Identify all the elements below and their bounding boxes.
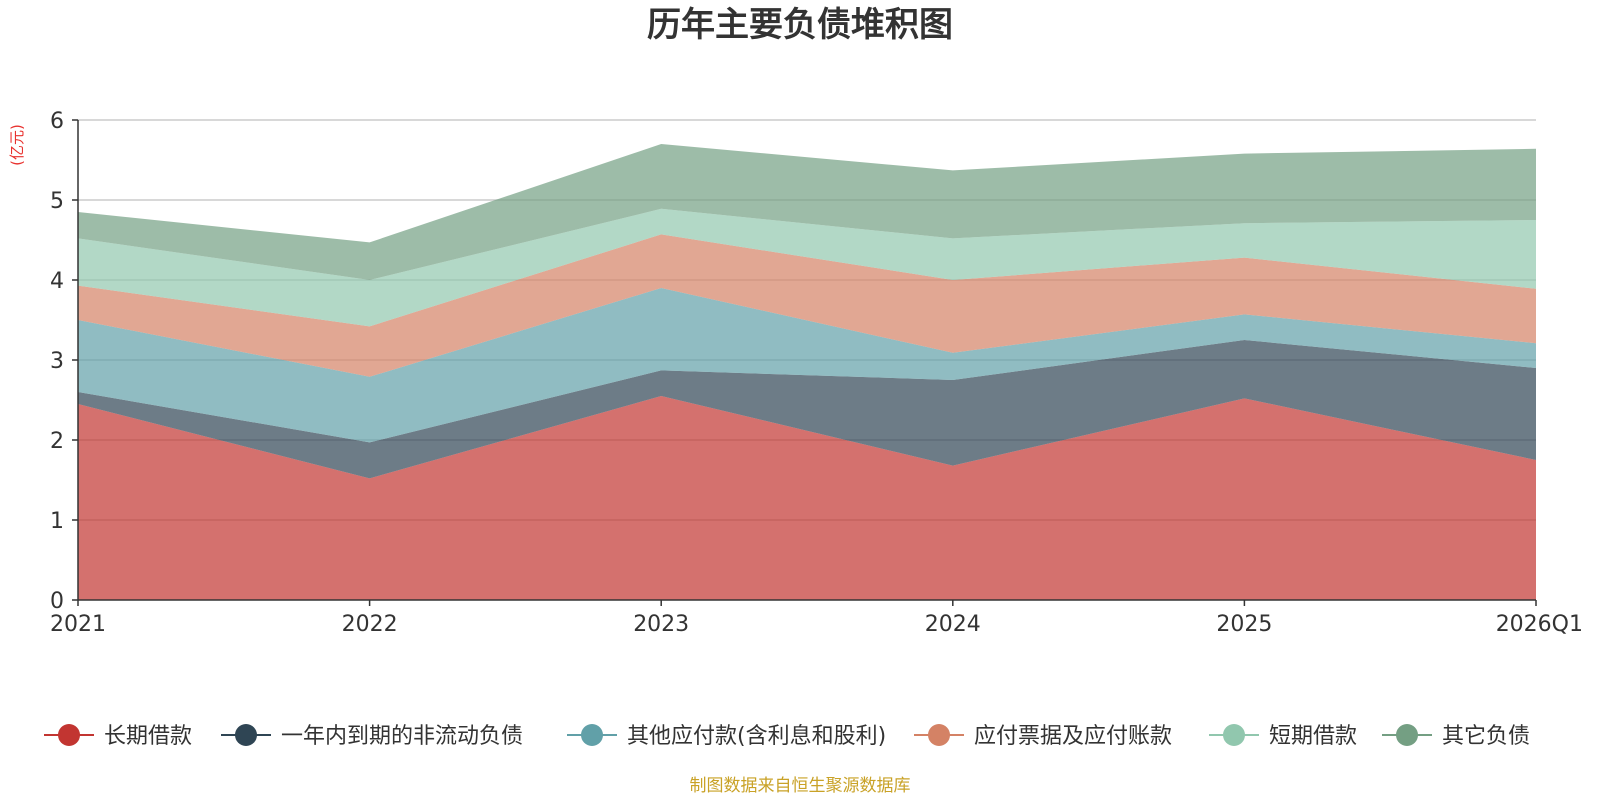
y-tick-label: 6 xyxy=(50,109,64,134)
area-series-3 xyxy=(78,288,1536,443)
y-tick-label: 3 xyxy=(50,349,64,374)
legend-label: 应付票据及应付账款 xyxy=(974,724,1172,749)
legend-marker xyxy=(1396,724,1418,746)
legend-marker xyxy=(581,724,603,746)
x-tick-label: 2026Q1 xyxy=(1496,612,1583,637)
y-tick-label: 2 xyxy=(50,429,64,454)
y-tick-label: 0 xyxy=(50,589,64,614)
legend-item-4[interactable]: 应付票据及应付账款 xyxy=(914,724,1172,749)
legend-marker xyxy=(235,724,257,746)
area-series-6 xyxy=(78,144,1536,280)
x-tick-label: 2022 xyxy=(342,612,398,637)
y-axis-unit-label: (亿元) xyxy=(8,124,26,166)
source-note: 制图数据来自恒生聚源数据库 xyxy=(690,776,911,796)
area-series-2 xyxy=(78,340,1536,479)
legend-marker xyxy=(1223,724,1245,746)
legend-item-2[interactable]: 一年内到期的非流动负债 xyxy=(221,724,523,749)
axes: 0 1 2 3 4 5 6 2021 2022 2023 2024 2025 2026Q1 xyxy=(50,109,1583,637)
legend-label: 一年内到期的非流动负债 xyxy=(281,724,523,749)
area-series-1 xyxy=(78,396,1536,600)
legend-label: 其它负债 xyxy=(1442,724,1530,749)
legend[interactable]: 长期借款 一年内到期的非流动负债 其他应付款(含利息和股利) 应付票据及应付账款 短期借… xyxy=(44,724,1530,749)
legend-marker xyxy=(928,724,950,746)
legend-label: 短期借款 xyxy=(1269,724,1357,749)
x-tick-label: 2021 xyxy=(50,612,106,637)
legend-item-1[interactable]: 长期借款 xyxy=(44,724,192,749)
legend-marker xyxy=(58,724,80,746)
area-series-4 xyxy=(78,234,1536,377)
area-series xyxy=(78,144,1536,600)
x-tick-label: 2024 xyxy=(925,612,981,637)
legend-label: 其他应付款(含利息和股利) xyxy=(627,724,886,749)
legend-label: 长期借款 xyxy=(104,724,192,749)
legend-item-6[interactable]: 其它负债 xyxy=(1382,724,1530,749)
chart-title: 历年主要负债堆积图 xyxy=(647,5,953,45)
legend-item-3[interactable]: 其他应付款(含利息和股利) xyxy=(567,724,886,749)
y-tick-label: 1 xyxy=(50,509,64,534)
x-tick-label: 2023 xyxy=(633,612,689,637)
area-series-5 xyxy=(78,208,1536,327)
y-tick-label: 5 xyxy=(50,189,64,214)
x-tick-label: 2025 xyxy=(1216,612,1272,637)
legend-item-5[interactable]: 短期借款 xyxy=(1209,724,1357,749)
y-tick-label: 4 xyxy=(50,269,64,294)
